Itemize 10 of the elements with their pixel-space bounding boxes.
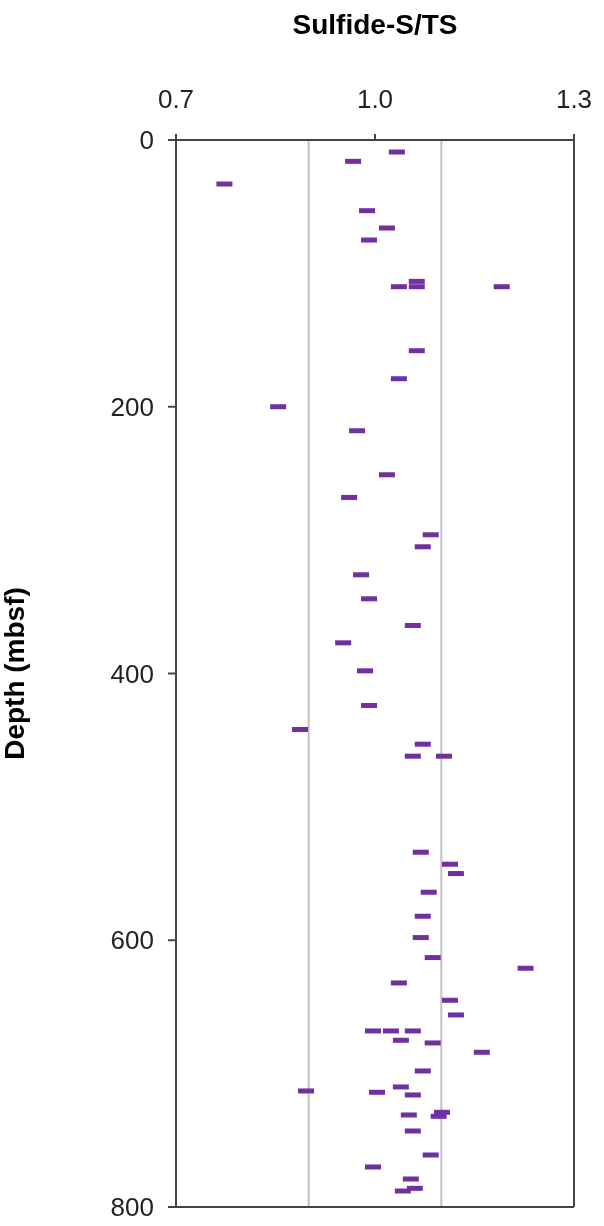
y-tick-label: 600 xyxy=(110,925,154,956)
y-tick-label: 400 xyxy=(110,658,154,689)
x-tick-label: 0.7 xyxy=(157,84,195,114)
y-tick-label: 0 xyxy=(139,125,154,156)
y-axis-title: Depth (mbsf) xyxy=(0,587,30,760)
x-tick-label: 1.3 xyxy=(555,84,593,114)
y-tick-label: 800 xyxy=(110,1192,154,1223)
x-tick-label: 1.0 xyxy=(356,84,394,114)
x-axis-title: Sulfide-S/TS xyxy=(292,8,458,40)
y-tick-label: 200 xyxy=(110,391,154,422)
